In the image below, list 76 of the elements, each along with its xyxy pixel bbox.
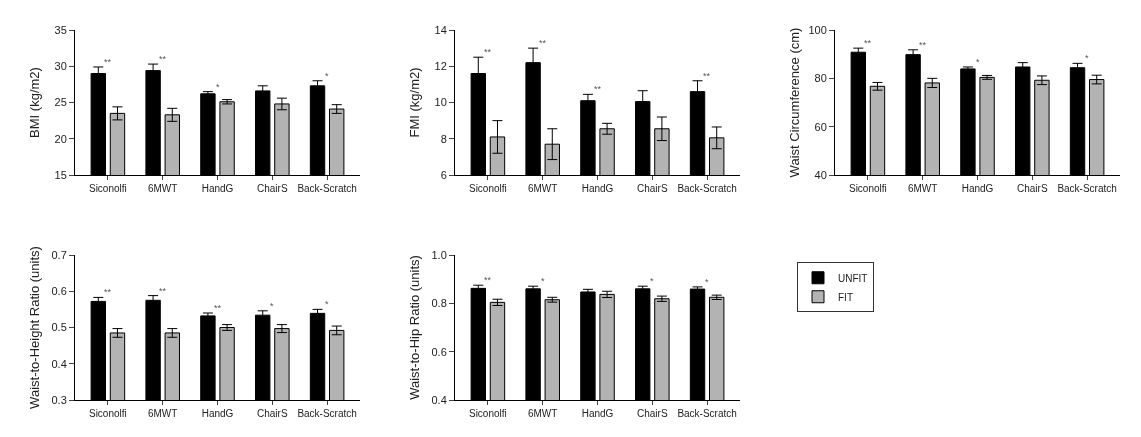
legend-label: FIT: [838, 291, 853, 303]
annotation: *: [216, 82, 220, 92]
y-axis-title: FMI (kg/m2): [407, 67, 422, 138]
x-tick-label: ChairS: [257, 183, 288, 194]
x-tick-label: Back-Scratch: [1057, 183, 1117, 194]
annotation: *: [705, 277, 709, 287]
x-tick-label: HandG: [961, 183, 994, 194]
y-tick-label: 20: [54, 132, 67, 145]
annotation: *: [541, 276, 545, 286]
annotation: **: [594, 84, 602, 94]
annotation: **: [214, 303, 222, 313]
y-tick-label: 6: [440, 168, 447, 181]
y-tick-label: 0.6: [431, 345, 447, 358]
y-tick-label: 8: [440, 132, 447, 145]
y-axis-title: Waist Circumference (cm): [787, 27, 802, 178]
x-tick-label: ChairS: [1017, 183, 1048, 194]
y-tick-label: 100: [808, 23, 827, 36]
annotation: **: [159, 54, 167, 64]
x-tick-label: ChairS: [637, 183, 668, 194]
y-tick-label: 14: [434, 23, 447, 36]
x-tick-label: Siconolfi: [88, 183, 127, 194]
x-tick-label: 6MWT: [907, 183, 938, 194]
y-tick-label: 15: [54, 168, 67, 181]
x-tick-label: 6MWT: [147, 183, 178, 194]
x-tick-label: 6MWT: [147, 408, 178, 419]
annotation: *: [325, 299, 329, 309]
y-axis-title: Waist-to-Hip Ratio (units): [407, 255, 422, 400]
x-tick-label: 6MWT: [527, 408, 558, 419]
y-tick-label: 10: [434, 96, 447, 109]
y-tick-label: 80: [814, 72, 827, 85]
annotation: **: [919, 40, 927, 50]
x-tick-label: Siconolfi: [468, 183, 507, 194]
annotation: *: [1085, 53, 1089, 63]
x-tick-label: Back-Scratch: [297, 183, 357, 194]
x-tick-label: 6MWT: [527, 183, 558, 194]
y-tick-label: 0.8: [431, 297, 447, 310]
annotation: **: [703, 71, 711, 81]
x-tick-label: Back-Scratch: [297, 408, 357, 419]
annotation: **: [104, 57, 112, 67]
y-tick-label: 0.5: [51, 321, 67, 334]
annotation: *: [650, 276, 654, 286]
annotation: **: [484, 47, 492, 57]
y-axis-title: BMI (kg/m2): [27, 67, 42, 138]
y-tick-label: 12: [434, 60, 447, 73]
annotation: **: [484, 275, 492, 285]
x-tick-label: Siconolfi: [468, 408, 507, 419]
x-tick-label: Back-Scratch: [677, 183, 737, 194]
y-tick-label: 0.7: [51, 248, 67, 261]
y-tick-label: 0.3: [51, 393, 67, 406]
x-tick-label: Siconolfi: [88, 408, 127, 419]
annotation: **: [104, 287, 112, 297]
x-tick-label: ChairS: [637, 408, 668, 419]
y-tick-label: 0.4: [51, 357, 67, 370]
legend-label: UNFIT: [838, 272, 868, 284]
annotation: *: [325, 71, 329, 81]
annotation: **: [864, 38, 872, 48]
annotation: *: [976, 57, 980, 67]
annotation: *: [270, 301, 274, 311]
y-tick-label: 35: [54, 23, 67, 36]
y-axis-title: Waist-to-Height Ratio (units): [27, 246, 42, 409]
x-tick-label: Back-Scratch: [677, 408, 737, 419]
annotation: **: [539, 38, 547, 48]
x-tick-label: HandG: [581, 408, 614, 419]
y-tick-label: 0.6: [51, 285, 67, 298]
y-tick-label: 60: [814, 120, 827, 133]
y-tick-label: 1.0: [431, 248, 447, 261]
x-tick-label: HandG: [201, 183, 234, 194]
y-tick-label: 0.4: [431, 393, 447, 406]
y-tick-label: 30: [54, 60, 67, 73]
y-tick-label: 40: [814, 168, 827, 181]
x-tick-label: HandG: [201, 408, 234, 419]
x-tick-label: ChairS: [257, 408, 288, 419]
annotation: **: [159, 286, 167, 296]
x-tick-label: HandG: [581, 183, 614, 194]
y-tick-label: 25: [54, 96, 67, 109]
x-tick-label: Siconolfi: [848, 183, 887, 194]
